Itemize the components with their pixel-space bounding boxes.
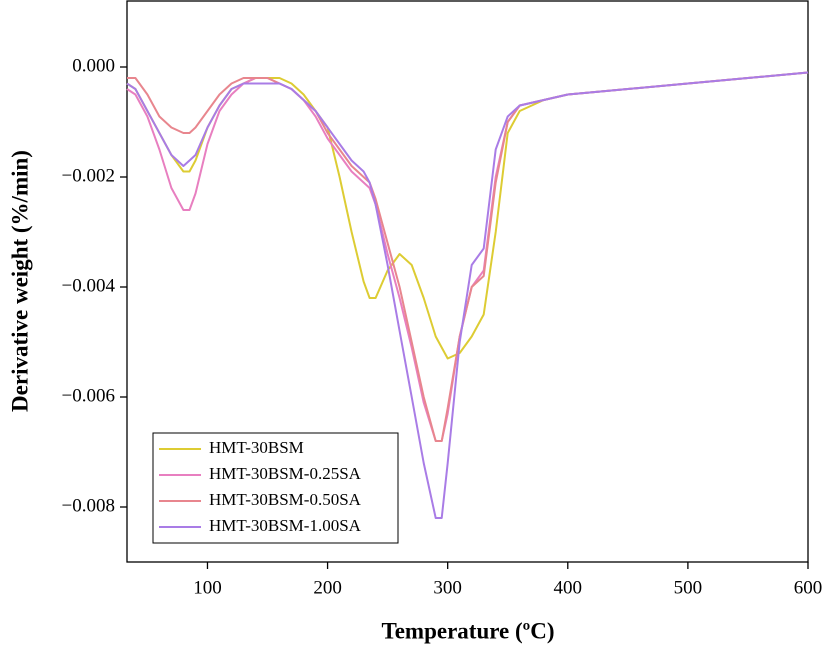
- legend-label: HMT-30BSM-1.00SA: [209, 516, 362, 535]
- legend-box: [152, 432, 399, 544]
- legend-label: HMT-30BSM: [209, 438, 304, 457]
- y-axis-label: Derivative weight (%/min): [7, 150, 32, 412]
- series-line: [126, 71, 809, 360]
- x-tick-label: 200: [313, 577, 342, 598]
- series-line: [126, 71, 809, 519]
- x-tick-label: 100: [193, 577, 222, 598]
- legend-label: HMT-30BSM-0.50SA: [209, 490, 362, 509]
- y-tick-label: 0.000: [72, 55, 115, 76]
- y-tick-label: −0.004: [62, 275, 116, 296]
- plot-frame: [126, 0, 809, 563]
- x-tick-label: 600: [794, 577, 823, 598]
- x-tick-label: 400: [554, 577, 583, 598]
- y-tick-label: −0.008: [62, 495, 115, 516]
- series-line: [127, 71, 809, 442]
- x-axis-label: Temperature (ºC): [381, 618, 554, 643]
- legend-label: HMT-30BSM-0.25SA: [209, 464, 362, 483]
- series-line: [126, 71, 809, 442]
- x-tick-label: 300: [433, 577, 462, 598]
- y-tick-label: −0.002: [62, 165, 115, 186]
- x-tick-label: 500: [674, 577, 703, 598]
- y-tick-label: −0.006: [62, 385, 115, 406]
